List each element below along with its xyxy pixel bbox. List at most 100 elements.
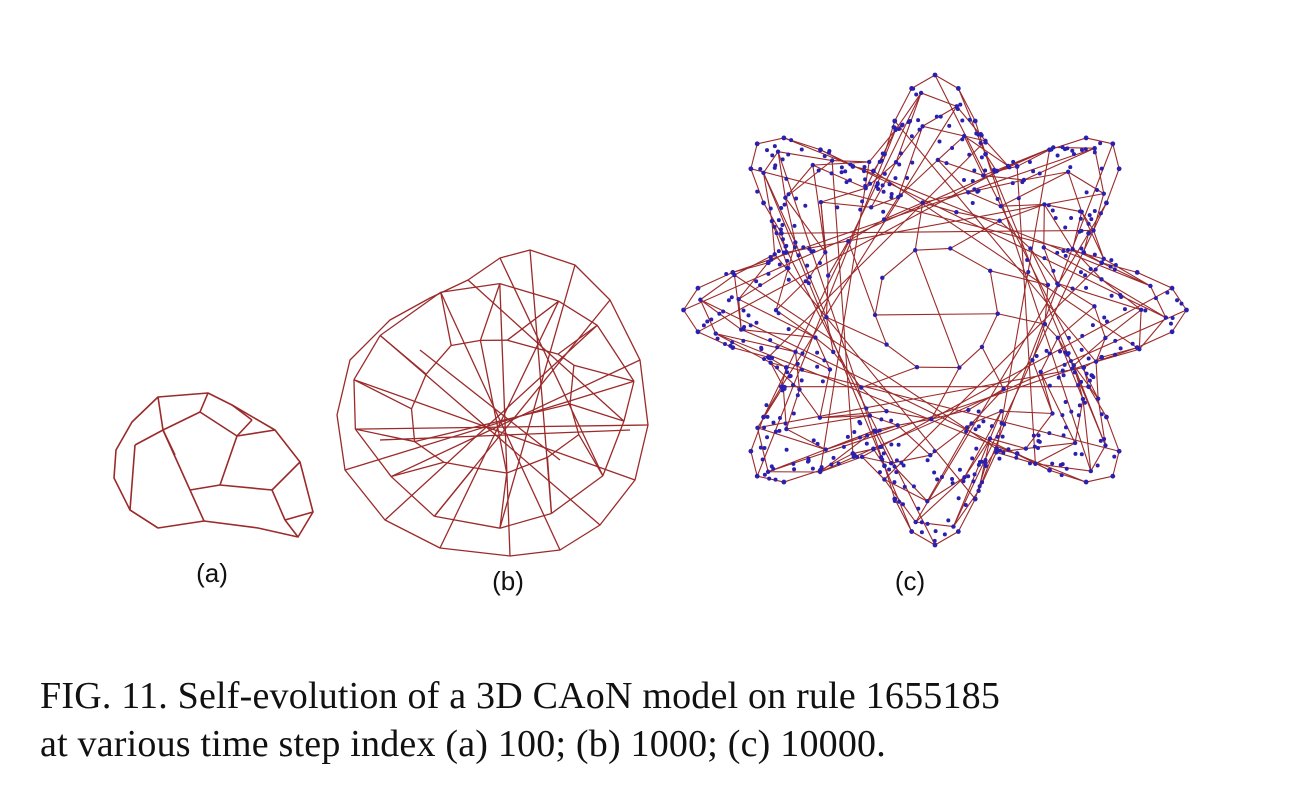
network-node [932, 538, 937, 543]
network-node [1110, 473, 1116, 479]
network-b-edge [440, 282, 500, 293]
network-node [1086, 384, 1092, 390]
network-node [972, 472, 977, 477]
network-node [1050, 208, 1055, 213]
network-c-edge [786, 193, 1104, 253]
network-node [1090, 323, 1095, 328]
network-b-edge [390, 476, 435, 517]
network-node [1025, 258, 1030, 263]
network-node [1101, 191, 1106, 196]
network-node [983, 168, 988, 173]
network-node [1102, 436, 1107, 441]
network-node [880, 275, 885, 281]
network-node [1031, 169, 1036, 174]
network-node [1035, 445, 1040, 450]
network-node [755, 425, 760, 430]
network-node [997, 456, 1002, 461]
network-node [845, 434, 850, 439]
network-c-edge [775, 268, 789, 311]
network-node [863, 183, 868, 188]
network-b-edge [353, 335, 381, 381]
network-node [761, 414, 766, 420]
network-node [760, 457, 765, 462]
network-node [1071, 152, 1076, 157]
network-node [906, 120, 911, 125]
network-b-edge [433, 299, 611, 517]
network-c-edge [968, 191, 1002, 207]
network-node [1077, 209, 1082, 214]
network-node [972, 168, 977, 173]
network-node [839, 165, 844, 170]
network-node [705, 319, 710, 324]
network-node [1072, 440, 1078, 446]
network-b-edge [353, 379, 636, 481]
network-node [1083, 273, 1088, 278]
network-node [950, 481, 955, 486]
network-b-edge [569, 365, 575, 405]
network-a-edge [189, 484, 221, 491]
network-node [1069, 409, 1074, 414]
network-b-edge [507, 339, 559, 355]
network-node [1064, 466, 1069, 471]
network-node [1062, 362, 1067, 367]
network-b-edge [410, 408, 416, 442]
network-node [1031, 433, 1036, 438]
network-node [892, 118, 898, 124]
network-a-edge [199, 392, 209, 413]
network-node [1082, 400, 1087, 405]
network-node [792, 245, 797, 250]
network-node [939, 474, 944, 479]
network-c-edge [784, 197, 796, 243]
network-node [1056, 375, 1061, 380]
network-node [925, 499, 930, 504]
network-node [1184, 307, 1189, 313]
network-node [1102, 315, 1107, 320]
network-node [892, 499, 897, 504]
network-node [777, 416, 782, 421]
network-node [772, 144, 777, 149]
network-c-edge [1090, 445, 1106, 472]
network-node [972, 187, 977, 192]
network-node [1084, 371, 1089, 376]
network-c-edge [847, 240, 876, 316]
network-node [1086, 356, 1091, 361]
network-node [803, 279, 808, 284]
network-b-edge [506, 300, 560, 341]
network-b-edge [558, 300, 598, 326]
network-node [1065, 169, 1071, 175]
network-node [1109, 258, 1114, 263]
network-node [1016, 196, 1021, 201]
network-node [778, 384, 784, 390]
network-node [765, 260, 771, 266]
network-node [976, 409, 981, 414]
network-node [1050, 461, 1055, 466]
network-node [900, 502, 905, 507]
network-node [822, 154, 827, 159]
network-node [997, 218, 1002, 223]
network-node [1037, 171, 1042, 176]
network-c-edge [978, 143, 1114, 491]
network-c-edge [770, 362, 784, 387]
network-node [913, 519, 918, 525]
network-node [799, 147, 804, 152]
network-c-edge [1040, 371, 1076, 444]
network-node [1033, 461, 1038, 466]
network-c-edge [1095, 348, 1140, 363]
network-node [881, 189, 886, 194]
network-node [974, 131, 979, 136]
network-node [839, 170, 844, 175]
network-c-edge [820, 187, 866, 203]
network-node [1099, 354, 1105, 360]
network-c-edge [950, 220, 1000, 249]
network-node [1091, 375, 1096, 380]
network-c-edge [895, 125, 924, 163]
network-b-edge [451, 339, 481, 347]
network-node [899, 460, 904, 465]
network-c-edge [870, 196, 899, 208]
network-node [1113, 352, 1118, 357]
network-node [721, 309, 726, 314]
network-a-edge [129, 444, 136, 511]
network-node [1050, 411, 1055, 416]
network-c-edge [767, 140, 986, 358]
network-node [748, 323, 753, 328]
